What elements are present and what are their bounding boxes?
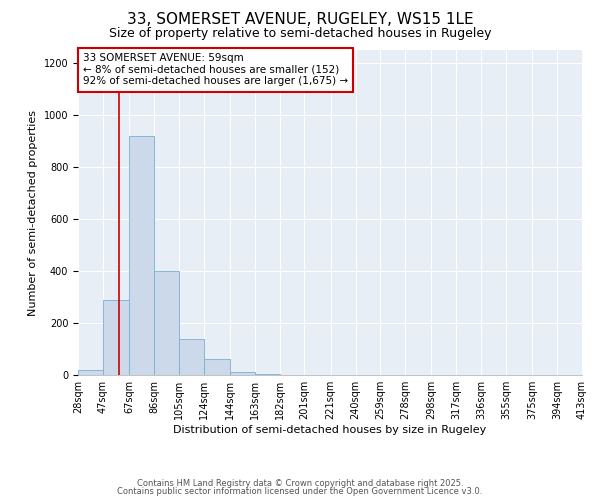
Y-axis label: Number of semi-detached properties: Number of semi-detached properties: [28, 110, 38, 316]
Bar: [78, 370, 103, 375]
Text: 33 SOMERSET AVENUE: 59sqm
← 8% of semi-detached houses are smaller (152)
92% of : 33 SOMERSET AVENUE: 59sqm ← 8% of semi-d…: [83, 53, 348, 86]
Text: Contains HM Land Registry data © Crown copyright and database right 2025.: Contains HM Land Registry data © Crown c…: [137, 478, 463, 488]
Text: 33, SOMERSET AVENUE, RUGELEY, WS15 1LE: 33, SOMERSET AVENUE, RUGELEY, WS15 1LE: [127, 12, 473, 28]
Text: Size of property relative to semi-detached houses in Rugeley: Size of property relative to semi-detach…: [109, 28, 491, 40]
X-axis label: Distribution of semi-detached houses by size in Rugeley: Distribution of semi-detached houses by …: [173, 425, 487, 435]
Bar: [203, 360, 230, 375]
Bar: [255, 374, 280, 375]
Bar: [179, 338, 203, 375]
Bar: [129, 136, 154, 375]
Text: Contains public sector information licensed under the Open Government Licence v3: Contains public sector information licen…: [118, 487, 482, 496]
Bar: [103, 300, 129, 375]
Bar: [154, 271, 179, 375]
Bar: [230, 372, 255, 375]
